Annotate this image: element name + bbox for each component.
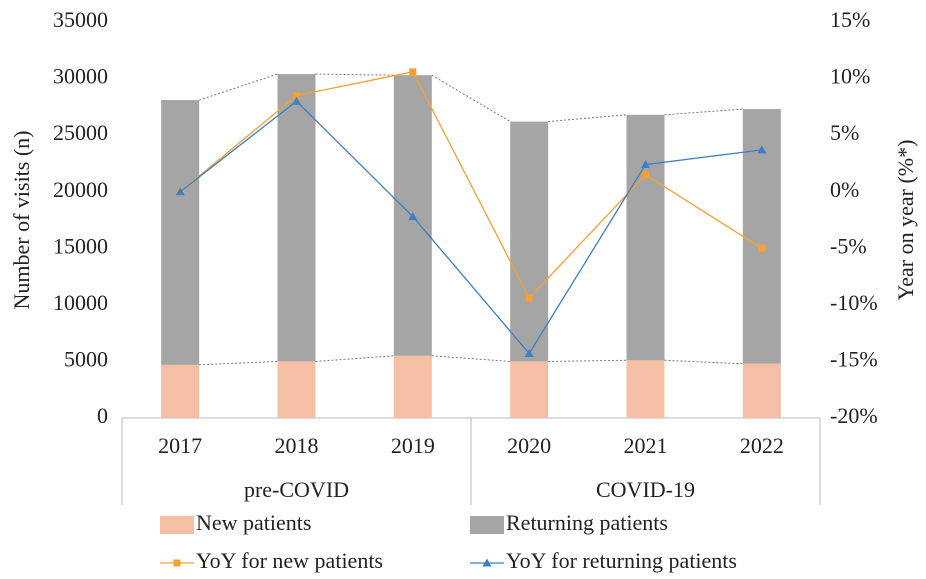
bar — [161, 364, 200, 418]
marker — [409, 68, 417, 76]
legend-label: New patients — [196, 510, 311, 535]
connector — [431, 355, 511, 362]
marker — [292, 96, 301, 105]
bar — [626, 114, 665, 361]
x-tick-label: 2018 — [275, 433, 319, 458]
y2-tick-label: -15% — [830, 346, 878, 371]
legend-label: YoY for new patients — [196, 548, 383, 573]
bar — [626, 360, 665, 418]
y2-tick-label: 15% — [830, 7, 870, 32]
y2-tick-label: 10% — [830, 64, 870, 89]
x-tick-label: 2022 — [740, 433, 784, 458]
y2-axis-title: Year on year (%*) — [893, 140, 918, 301]
y-tick-label: 5000 — [64, 346, 108, 371]
group-label: pre-COVID — [244, 477, 349, 502]
bar — [277, 74, 316, 362]
y2-tick-label: -10% — [830, 290, 878, 315]
connector — [315, 355, 394, 362]
legend-marker — [173, 559, 181, 567]
marker — [408, 212, 418, 221]
legend-swatch — [470, 516, 504, 534]
bar — [277, 361, 316, 418]
group-label: COVID-19 — [596, 477, 695, 502]
connector — [315, 73, 394, 76]
bar — [510, 361, 549, 418]
bar — [510, 121, 549, 362]
bar — [742, 363, 781, 418]
bar — [161, 100, 200, 365]
y-tick-label: 15000 — [53, 233, 108, 258]
bar — [393, 355, 432, 418]
line — [179, 100, 762, 355]
connector — [548, 114, 627, 123]
marker — [175, 187, 185, 196]
marker — [641, 160, 650, 169]
connector — [548, 359, 627, 362]
x-tick-label: 2017 — [158, 433, 202, 458]
connector — [664, 359, 743, 365]
legend-label: Returning patients — [506, 510, 668, 535]
marker — [293, 92, 300, 100]
connector — [664, 108, 743, 116]
legend-marker — [482, 558, 492, 567]
connector — [431, 74, 511, 122]
legend-swatch — [160, 516, 194, 534]
marker — [758, 244, 766, 252]
legend-label: YoY for returning patients — [506, 548, 737, 573]
y-tick-label: 25000 — [53, 120, 108, 145]
marker — [642, 171, 649, 179]
y2-tick-label: -5% — [830, 233, 867, 258]
y-tick-label: 30000 — [53, 64, 108, 89]
connector — [199, 360, 278, 366]
y-tick-label: 0 — [97, 403, 108, 428]
marker — [757, 145, 767, 154]
y-axis-title: Number of visits (n) — [9, 130, 34, 309]
marker — [524, 349, 534, 358]
y2-tick-label: -20% — [830, 403, 878, 428]
x-tick-label: 2019 — [391, 433, 435, 458]
y2-tick-label: 5% — [830, 120, 859, 145]
x-tick-label: 2021 — [624, 433, 668, 458]
y2-tick-label: 0% — [830, 177, 859, 202]
y-tick-label: 35000 — [53, 7, 108, 32]
y-tick-label: 20000 — [53, 177, 108, 202]
connector — [199, 73, 278, 101]
line — [179, 71, 763, 300]
marker — [525, 294, 533, 302]
y-tick-label: 10000 — [53, 290, 108, 315]
x-tick-label: 2020 — [507, 433, 551, 458]
